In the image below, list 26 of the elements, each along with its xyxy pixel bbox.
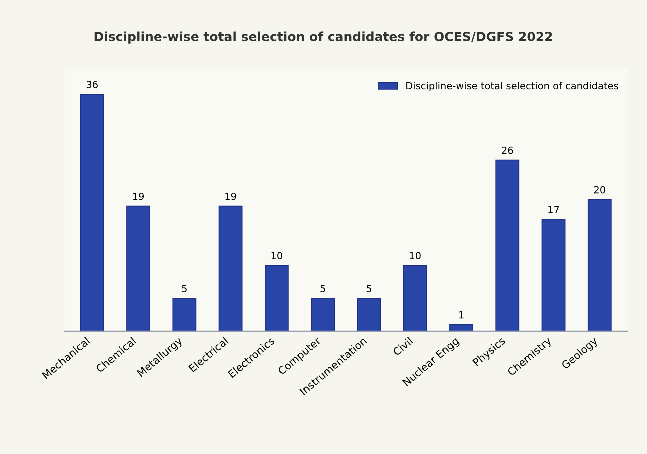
data-label: 5 (182, 285, 187, 292)
bar (450, 324, 474, 332)
bar (403, 265, 428, 332)
chart-title: Discipline-wise total selection of candidates for OCES/DGFS 2022 (94, 32, 552, 44)
bar (588, 199, 612, 332)
bar (80, 94, 104, 332)
data-label: 10 (410, 252, 421, 260)
data-label: 19 (133, 192, 144, 200)
bar (311, 298, 336, 332)
bar (542, 219, 566, 332)
bar (172, 298, 197, 332)
bar (496, 160, 520, 332)
bar (126, 206, 150, 332)
legend-label: Discipline-wise total selection of candidates (406, 82, 618, 92)
data-label: 36 (86, 81, 98, 88)
bar (357, 298, 382, 332)
bar (264, 265, 289, 332)
data-label: 1 (459, 312, 464, 319)
bar (218, 206, 243, 332)
data-label: 19 (226, 192, 236, 200)
data-label: 5 (366, 285, 372, 292)
data-label: 5 (320, 285, 326, 292)
data-label: 17 (548, 206, 560, 214)
data-label: 26 (502, 146, 514, 154)
data-label: 10 (272, 252, 282, 260)
data-label: 20 (594, 186, 606, 194)
